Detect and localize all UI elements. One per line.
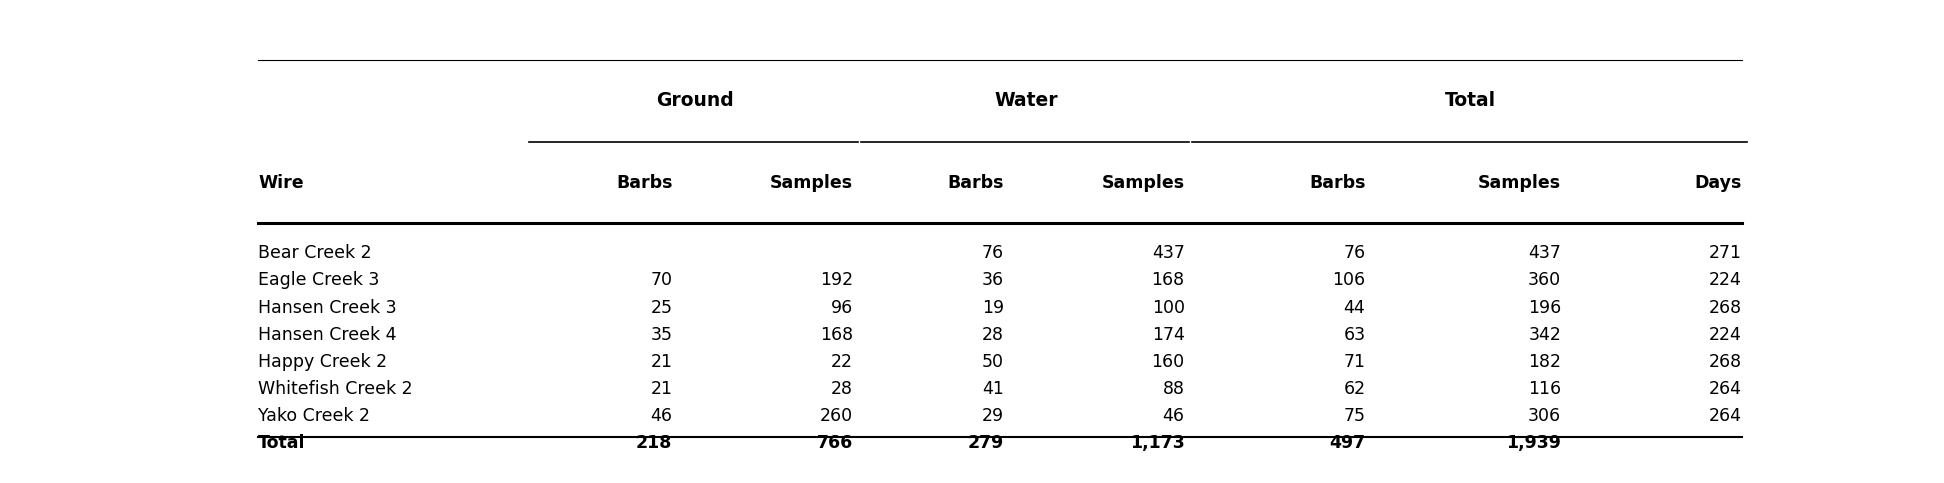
Text: 268: 268: [1709, 298, 1742, 316]
Text: 264: 264: [1709, 407, 1742, 425]
Text: 306: 306: [1528, 407, 1561, 425]
Text: 62: 62: [1343, 380, 1365, 398]
Text: Hansen Creek 3: Hansen Creek 3: [259, 298, 397, 316]
Text: 182: 182: [1528, 353, 1561, 371]
Text: 76: 76: [1343, 244, 1365, 262]
Text: 29: 29: [982, 407, 1003, 425]
Text: 28: 28: [832, 380, 853, 398]
Text: 218: 218: [636, 434, 673, 452]
Text: 75: 75: [1343, 407, 1365, 425]
Text: 50: 50: [982, 353, 1003, 371]
Text: Total: Total: [1444, 91, 1497, 110]
Text: 21: 21: [651, 353, 673, 371]
Text: 22: 22: [832, 353, 853, 371]
Text: 100: 100: [1151, 298, 1184, 316]
Text: 1,173: 1,173: [1129, 434, 1184, 452]
Text: 63: 63: [1343, 326, 1365, 344]
Text: 36: 36: [982, 271, 1003, 289]
Text: 224: 224: [1709, 326, 1742, 344]
Text: 76: 76: [982, 244, 1003, 262]
Text: 766: 766: [816, 434, 853, 452]
Text: Barbs: Barbs: [616, 173, 673, 192]
Text: 224: 224: [1709, 271, 1742, 289]
Text: 437: 437: [1151, 244, 1184, 262]
Text: 19: 19: [982, 298, 1003, 316]
Text: 106: 106: [1332, 271, 1365, 289]
Text: 96: 96: [830, 298, 853, 316]
Text: 46: 46: [651, 407, 673, 425]
Text: Yako Creek 2: Yako Creek 2: [259, 407, 369, 425]
Text: Samples: Samples: [770, 173, 853, 192]
Text: Barbs: Barbs: [1308, 173, 1365, 192]
Text: 174: 174: [1151, 326, 1184, 344]
Text: 35: 35: [651, 326, 673, 344]
Text: Days: Days: [1695, 173, 1742, 192]
Text: 44: 44: [1343, 298, 1365, 316]
Text: 196: 196: [1528, 298, 1561, 316]
Text: 271: 271: [1709, 244, 1742, 262]
Text: 168: 168: [1151, 271, 1184, 289]
Text: 168: 168: [820, 326, 853, 344]
Text: Water: Water: [995, 91, 1058, 110]
Text: 260: 260: [820, 407, 853, 425]
Text: 279: 279: [968, 434, 1003, 452]
Text: 437: 437: [1528, 244, 1561, 262]
Text: 116: 116: [1528, 380, 1561, 398]
Text: 264: 264: [1709, 380, 1742, 398]
Text: Happy Creek 2: Happy Creek 2: [259, 353, 387, 371]
Text: Barbs: Barbs: [947, 173, 1003, 192]
Text: 160: 160: [1151, 353, 1184, 371]
Text: Eagle Creek 3: Eagle Creek 3: [259, 271, 379, 289]
Text: 360: 360: [1528, 271, 1561, 289]
Text: 70: 70: [651, 271, 673, 289]
Text: Hansen Creek 4: Hansen Creek 4: [259, 326, 397, 344]
Text: 71: 71: [1343, 353, 1365, 371]
Text: 28: 28: [982, 326, 1003, 344]
Text: Samples: Samples: [1102, 173, 1184, 192]
Text: 342: 342: [1528, 326, 1561, 344]
Text: Samples: Samples: [1477, 173, 1561, 192]
Text: 192: 192: [820, 271, 853, 289]
Text: 1,939: 1,939: [1507, 434, 1561, 452]
Text: 268: 268: [1709, 353, 1742, 371]
Text: 46: 46: [1163, 407, 1184, 425]
Text: Ground: Ground: [657, 91, 733, 110]
Text: 88: 88: [1163, 380, 1184, 398]
Text: Total: Total: [259, 434, 305, 452]
Text: Bear Creek 2: Bear Creek 2: [259, 244, 371, 262]
Text: 497: 497: [1330, 434, 1365, 452]
Text: 41: 41: [982, 380, 1003, 398]
Text: 21: 21: [651, 380, 673, 398]
Text: Whitefish Creek 2: Whitefish Creek 2: [259, 380, 412, 398]
Text: 25: 25: [651, 298, 673, 316]
Text: Wire: Wire: [259, 173, 303, 192]
